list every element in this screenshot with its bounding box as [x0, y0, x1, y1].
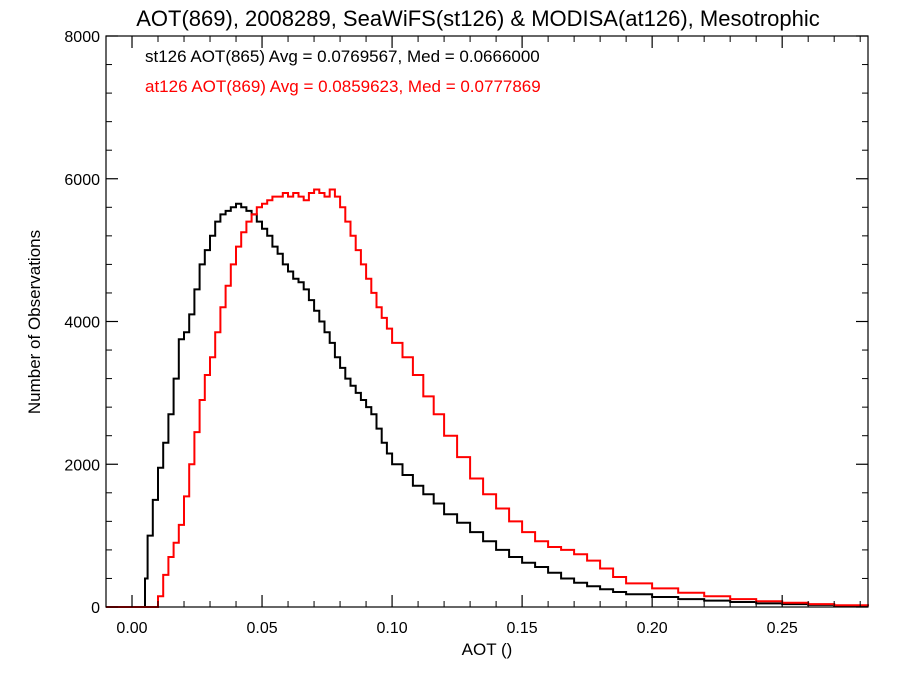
x-tick-label: 0.25: [767, 620, 798, 637]
histogram-series-0: [106, 202, 869, 608]
y-tick-label: 2000: [64, 457, 100, 474]
y-axis-label: Number of Observations: [25, 230, 44, 414]
series-layer: [106, 188, 869, 608]
y-tick-label: 4000: [64, 315, 100, 332]
y-tick-label: 6000: [64, 172, 100, 189]
x-axis-label: AOT (): [462, 640, 513, 659]
y-tick-label: 8000: [64, 29, 100, 46]
histogram-series-1: [106, 188, 869, 608]
x-tick-label: 0.05: [246, 620, 277, 637]
annotation-at126-stats: at126 AOT(869) Avg = 0.0859623, Med = 0.…: [145, 77, 541, 96]
x-tick-label: 0.20: [637, 620, 668, 637]
tick-layer: 0.00 0.05 0.10 0.15 0.20 0.25 0 2000 4000 6000 800…: [64, 29, 868, 637]
x-tick-label: 0.15: [507, 620, 538, 637]
x-tick-label: 0.10: [377, 620, 408, 637]
x-tick-label: 0.00: [116, 620, 147, 637]
chart-title: AOT(869), 2008289, SeaWiFS(st126) & MODI…: [136, 6, 820, 31]
y-tick-label: 0: [91, 600, 100, 617]
annotation-st126-stats: st126 AOT(865) Avg = 0.0769567, Med = 0.…: [145, 47, 540, 66]
